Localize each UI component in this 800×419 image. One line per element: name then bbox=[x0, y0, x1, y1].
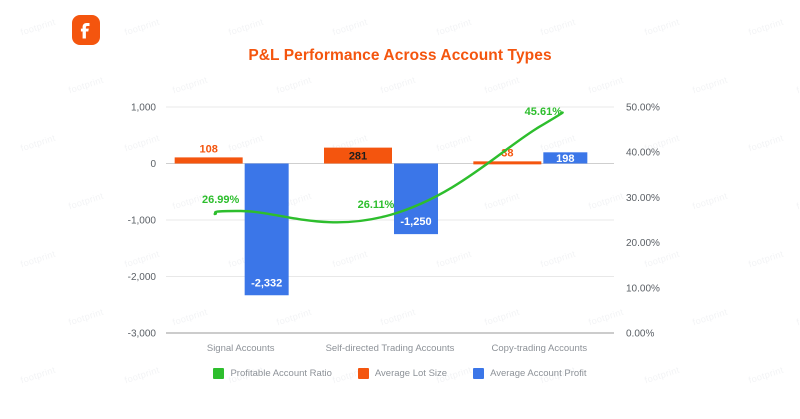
legend-swatch-icon bbox=[213, 368, 225, 379]
bar-average-account-profit[interactable] bbox=[543, 152, 588, 164]
legend-item[interactable]: Average Account Profit bbox=[473, 368, 587, 379]
legend-item[interactable]: Profitable Account Ratio bbox=[213, 368, 332, 379]
left-axis-tick: 1,000 bbox=[131, 103, 156, 114]
chart-legend: Profitable Account Ratio Average Lot Size… bbox=[0, 368, 800, 379]
bar-value-label: 108 bbox=[199, 143, 217, 155]
bar-value-label: 198 bbox=[556, 153, 574, 165]
category-label: Copy-trading Accounts bbox=[492, 343, 588, 354]
right-axis-tick: 40.00% bbox=[626, 148, 660, 159]
left-axis-tick: -3,000 bbox=[128, 329, 157, 340]
f-logo-icon bbox=[72, 15, 100, 45]
line-value-label: 26.11% bbox=[358, 199, 395, 211]
right-axis-tick: 30.00% bbox=[626, 193, 660, 204]
page-title: P&L Performance Across Account Types bbox=[248, 47, 552, 64]
right-axis-tick: 20.00% bbox=[626, 238, 660, 249]
legend-swatch-icon bbox=[473, 368, 485, 379]
bar-average-lot-size[interactable] bbox=[324, 147, 392, 164]
legend-swatch-icon bbox=[357, 368, 369, 379]
right-axis-tick: 0.00% bbox=[626, 329, 654, 340]
bar-average-lot-size[interactable] bbox=[174, 157, 243, 164]
line-profitable-account-ratio[interactable] bbox=[213, 111, 564, 224]
legend-label: Average Lot Size bbox=[374, 368, 448, 379]
category-label: Self-directed Trading Accounts bbox=[326, 343, 455, 354]
bar-value-label: -1,250 bbox=[400, 216, 431, 228]
left-axis-tick: -2,000 bbox=[128, 272, 157, 283]
left-axis-tick: 0 bbox=[150, 159, 156, 170]
bar-average-lot-size[interactable] bbox=[473, 161, 542, 165]
category-label: Signal Accounts bbox=[207, 343, 275, 354]
right-axis-tick: 50.00% bbox=[626, 103, 660, 114]
bar-value-label: 281 bbox=[349, 151, 367, 163]
line-value-label: 45.61% bbox=[525, 106, 563, 118]
legend-label: Profitable Account Ratio bbox=[230, 368, 332, 379]
bar-value-label: -2,332 bbox=[251, 277, 282, 289]
legend-item[interactable]: Average Lot Size bbox=[357, 368, 448, 379]
bar-average-account-profit[interactable] bbox=[244, 163, 289, 296]
legend-label: Average Account Profit bbox=[490, 368, 587, 379]
right-axis-tick: 10.00% bbox=[626, 283, 660, 294]
line-value-label: 26.99% bbox=[202, 194, 240, 206]
left-axis-tick: -1,000 bbox=[128, 216, 157, 227]
